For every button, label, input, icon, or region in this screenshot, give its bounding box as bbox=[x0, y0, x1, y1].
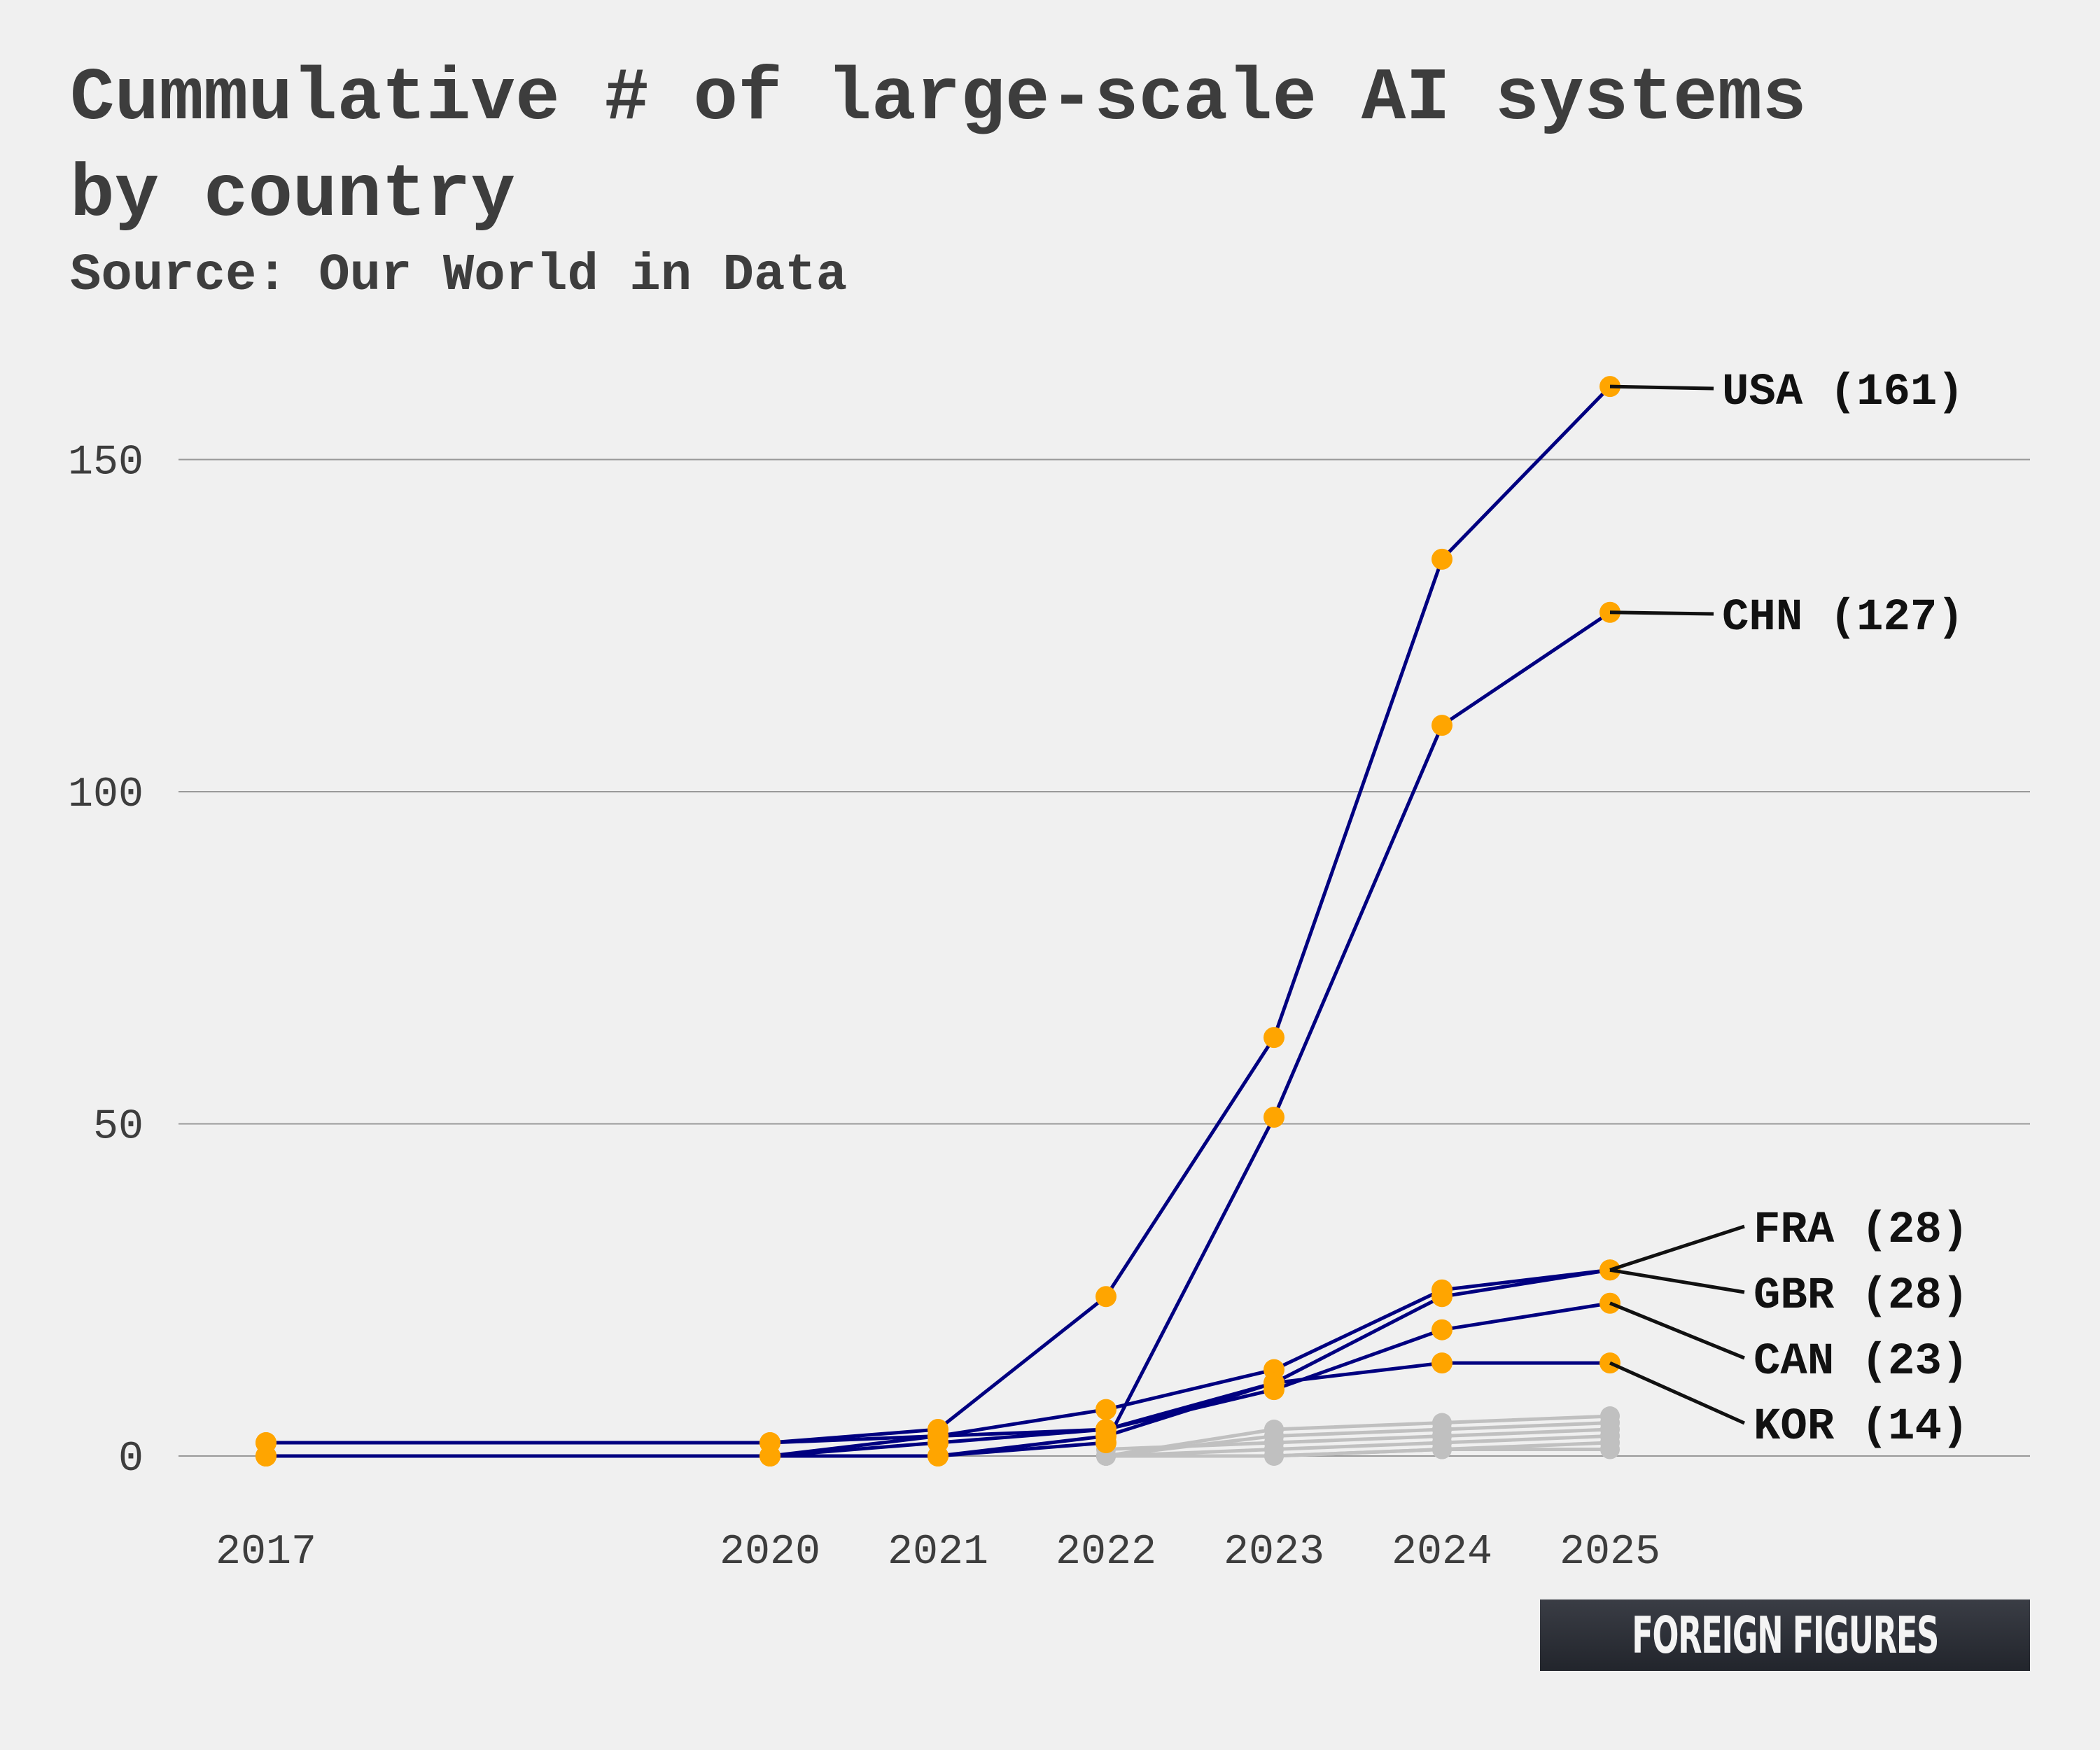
series-point bbox=[1432, 548, 1452, 570]
background-series-point bbox=[1264, 1446, 1284, 1466]
background-series-point bbox=[1432, 1439, 1452, 1460]
background-series-line bbox=[1105, 1434, 1611, 1458]
series-point bbox=[1096, 1399, 1116, 1420]
series-point bbox=[1096, 1419, 1116, 1441]
leader-line bbox=[1609, 1268, 1745, 1294]
series-point bbox=[255, 1432, 276, 1454]
x-tick-label: 2024 bbox=[1392, 1529, 1492, 1576]
y-tick-label: 100 bbox=[68, 771, 144, 819]
series-point bbox=[1096, 1286, 1116, 1308]
leader-line bbox=[1609, 1224, 1745, 1272]
highlight-series bbox=[255, 376, 1620, 1466]
series-end-label: USA (161) bbox=[1722, 368, 1964, 418]
leader-line bbox=[1609, 1361, 1746, 1425]
leader-lines bbox=[1609, 384, 1746, 1425]
series-point bbox=[1432, 715, 1452, 736]
background-series-line bbox=[1106, 1448, 1610, 1458]
background-series-line bbox=[1105, 1414, 1611, 1458]
series-end-label: CAN (23) bbox=[1754, 1337, 1968, 1387]
leader-line bbox=[1609, 610, 1714, 616]
series-point bbox=[760, 1432, 780, 1454]
series-point bbox=[1432, 1286, 1452, 1308]
background-series-point bbox=[1600, 1439, 1620, 1460]
series-end-label: CHN (127) bbox=[1722, 593, 1964, 643]
series-line bbox=[266, 385, 1611, 1445]
series-end-label: KOR (14) bbox=[1754, 1402, 1968, 1452]
series-point bbox=[1264, 1027, 1284, 1049]
x-tick-label: 2022 bbox=[1056, 1529, 1156, 1576]
x-tick-label: 2025 bbox=[1560, 1529, 1660, 1576]
leader-line bbox=[1609, 1301, 1745, 1360]
series-end-labels: USA (161) CHN (127) FRA (28) GBR (28) CAN (2… bbox=[1722, 368, 1968, 1452]
chart-title: Cummulative # of large-scale AI systems … bbox=[70, 57, 1807, 237]
y-tick-label: 50 bbox=[93, 1104, 144, 1152]
brand-text: FOREIGN FIGURES bbox=[1632, 1606, 1939, 1665]
series-point bbox=[927, 1425, 948, 1447]
series-point bbox=[1432, 1319, 1452, 1340]
series-point bbox=[1432, 1352, 1452, 1374]
series-line bbox=[266, 610, 1611, 1458]
y-tick-label: 0 bbox=[118, 1436, 144, 1483]
x-axis-ticks: 2017 2020 2021 2022 2023 2024 2025 bbox=[216, 1529, 1660, 1576]
y-tick-label: 150 bbox=[68, 440, 144, 487]
series-end-label: GBR (28) bbox=[1754, 1271, 1968, 1322]
series-point bbox=[1264, 1372, 1284, 1394]
leader-line bbox=[1609, 384, 1714, 391]
brand-logo: FOREIGN FIGURES bbox=[1540, 1600, 2030, 1671]
background-series-line bbox=[1105, 1427, 1611, 1452]
series-point bbox=[1264, 1107, 1284, 1128]
chart-subtitle: Source: Our World in Data bbox=[70, 246, 848, 305]
y-axis-ticks: 0 50 100 150 bbox=[68, 440, 144, 1484]
series-end-label: FRA (28) bbox=[1754, 1205, 1968, 1256]
x-tick-label: 2021 bbox=[888, 1529, 988, 1576]
x-tick-label: 2023 bbox=[1224, 1529, 1324, 1576]
x-tick-label: 2017 bbox=[216, 1529, 316, 1576]
x-tick-label: 2020 bbox=[720, 1529, 820, 1576]
